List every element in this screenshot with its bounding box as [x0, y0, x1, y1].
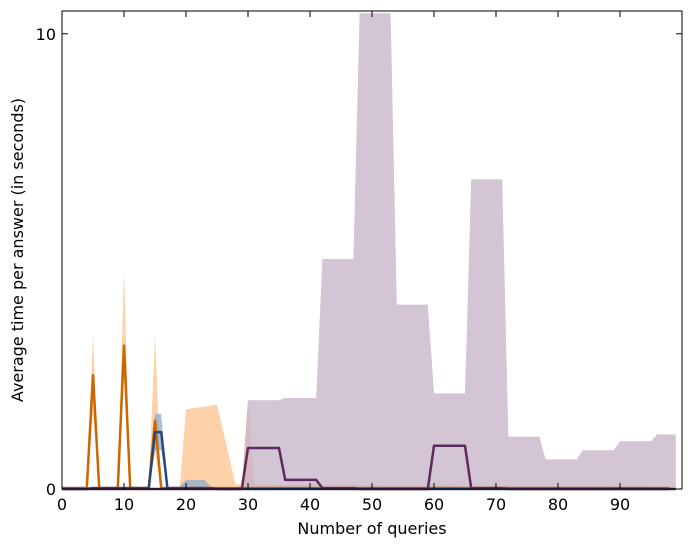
x-tick-label: 10 — [114, 495, 134, 514]
x-tick-label: 40 — [300, 495, 320, 514]
y-axis-label: Average time per answer (in seconds) — [8, 98, 27, 402]
y-axis-ticks: 0 10 — [36, 25, 682, 499]
y-tick-label: 0 — [46, 480, 56, 499]
series-3-band — [62, 13, 676, 490]
x-tick-label: 70 — [486, 495, 506, 514]
x-tick-label: 80 — [548, 495, 568, 514]
x-tick-label: 60 — [424, 495, 444, 514]
y-tick-label: 10 — [36, 25, 56, 44]
x-tick-label: 20 — [176, 495, 196, 514]
x-tick-label: 90 — [610, 495, 630, 514]
x-tick-label: 50 — [362, 495, 382, 514]
x-axis-label: Number of queries — [297, 519, 446, 538]
x-tick-label: 30 — [238, 495, 258, 514]
confidence-bands — [62, 13, 676, 490]
x-tick-label: 0 — [57, 495, 67, 514]
x-axis-ticks: 0 10 20 30 40 50 60 70 80 90 — [57, 11, 630, 514]
series-1-band — [62, 270, 670, 489]
